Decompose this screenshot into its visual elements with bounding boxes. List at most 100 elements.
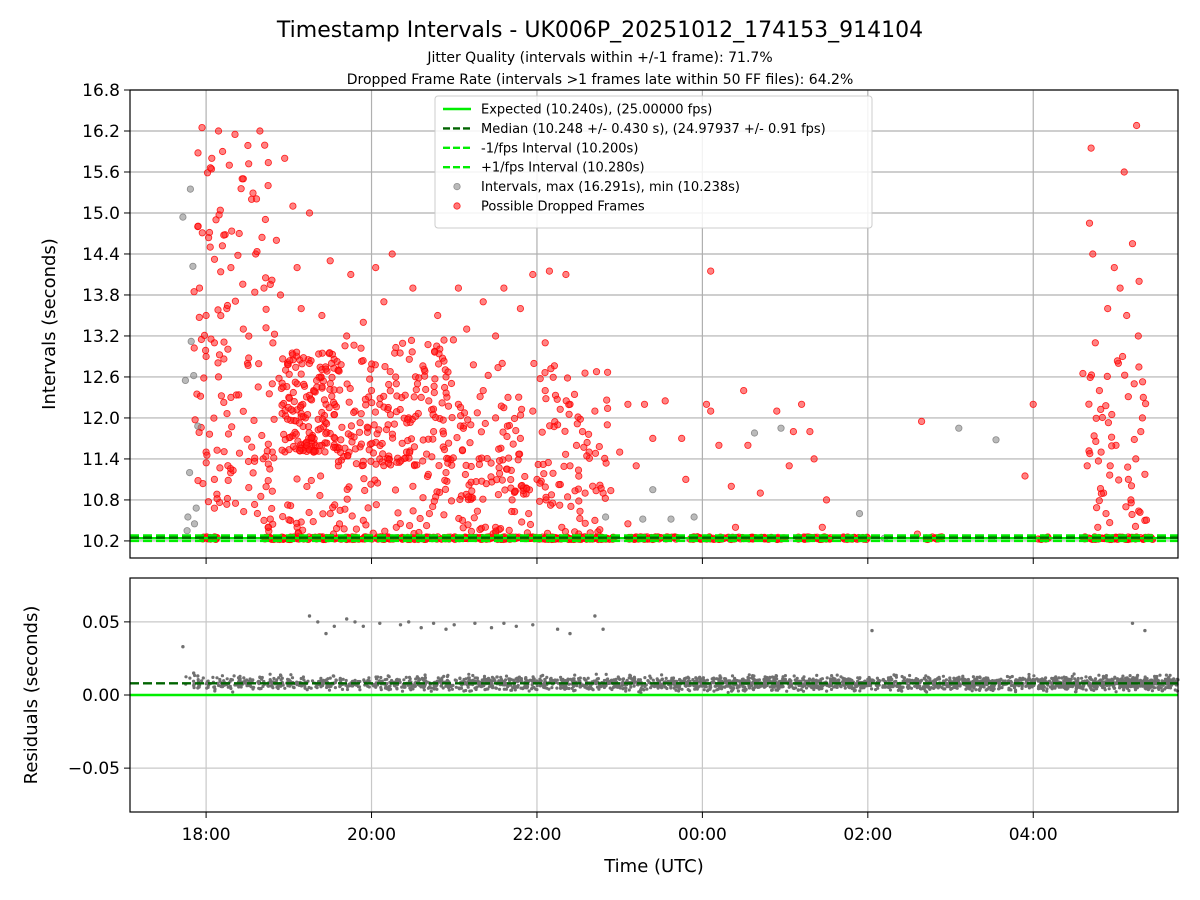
residual-point [321, 682, 325, 686]
dropped-frame-point [449, 336, 457, 344]
residual-point [309, 686, 313, 690]
dropped-frame-point [195, 428, 203, 436]
dropped-frame-point [707, 267, 715, 275]
residual-point [1010, 674, 1014, 679]
interval-point [190, 520, 199, 528]
residual-point [1158, 673, 1162, 677]
residual-point [838, 684, 842, 688]
dropped-frame-point [322, 419, 331, 428]
dropped-frame-point [290, 397, 298, 406]
dropped-frame-point [409, 284, 417, 292]
dropped-frame-point [541, 483, 549, 491]
residual-point [695, 678, 699, 682]
dropped-frame-point [336, 448, 345, 457]
dropped-frame-point [1130, 380, 1138, 388]
dropped-frame-point [1124, 463, 1132, 471]
dropped-frame-point [305, 209, 314, 217]
residual-point [723, 685, 727, 689]
dropped-frame-point [361, 486, 369, 495]
interval-point [667, 515, 675, 523]
dropped-frame-point [284, 501, 292, 509]
dropped-frame-point [603, 421, 611, 429]
dropped-frame-point [245, 354, 253, 362]
dropped-frame-point [235, 229, 243, 238]
dropped-frame-point [1089, 250, 1097, 258]
residual-point [541, 673, 545, 678]
residual-point [229, 686, 233, 691]
dropped-frame-point [336, 386, 344, 394]
dropped-frame-point [529, 407, 537, 415]
residual-point [559, 675, 563, 679]
residual-point [917, 685, 922, 689]
dropped-frame-point [516, 411, 525, 419]
dropped-frame-point [561, 427, 569, 435]
residual-point [485, 687, 489, 691]
interval-point [181, 376, 189, 384]
dropped-frame-point [355, 428, 364, 436]
dropped-frame-point [504, 393, 512, 401]
interval-point [955, 424, 963, 432]
interval-point [192, 504, 200, 512]
residual-point [829, 687, 834, 692]
legend: Expected (10.240s), (25.00000 fps) Median… [434, 95, 873, 229]
residual-outlier-point [192, 671, 196, 675]
dropped-frame-point [385, 380, 393, 389]
dropped-frame-point [328, 392, 336, 400]
dropped-frame-point [253, 509, 261, 518]
dropped-frame-point [581, 369, 589, 377]
dropped-frame-point [264, 523, 272, 531]
dropped-frame-point [362, 401, 370, 409]
dropped-frame-point [492, 476, 501, 484]
interval-point [690, 513, 698, 521]
residual-point [567, 686, 571, 691]
residual-point [718, 676, 722, 680]
residual-point [633, 677, 637, 681]
dropped-frame-point [1108, 442, 1116, 450]
dropped-frame-point [435, 461, 443, 470]
dropped-frame-point [194, 476, 202, 485]
residual-point [1164, 673, 1168, 677]
dropped-frame-point [210, 475, 218, 483]
residual-point [931, 682, 936, 686]
residual-point [651, 678, 655, 682]
residual-point [874, 688, 878, 692]
dropped-frame-point [356, 419, 364, 427]
dropped-frame-point [1098, 413, 1107, 422]
residual-point [1050, 687, 1054, 691]
dropped-frame-point [454, 284, 462, 292]
residual-point [201, 676, 205, 680]
dropped-frame-point [477, 428, 485, 436]
residual-point [1040, 677, 1044, 681]
residual-point [672, 686, 676, 690]
dropped-frame-point [279, 355, 287, 363]
residual-point [302, 678, 306, 682]
dropped-frame-point [251, 457, 259, 465]
dropped-frame-point [379, 450, 387, 458]
residual-point [467, 672, 471, 676]
residual-point [608, 686, 612, 690]
residual-point [325, 685, 329, 690]
x-tick-label: 20:00 [347, 825, 396, 845]
residual-point [1057, 676, 1061, 680]
residual-point [624, 689, 628, 693]
residual-point [888, 677, 892, 681]
residual-point [1070, 674, 1074, 679]
dropped-frame-point [1121, 371, 1129, 379]
residual-point [1122, 688, 1126, 692]
residual-point [268, 672, 272, 676]
residual-point [695, 685, 700, 689]
dropped-frame-point [448, 413, 456, 422]
dropped-frame-point [268, 380, 276, 388]
residual-point [975, 675, 979, 679]
residual-point [1062, 675, 1066, 679]
dropped-frame-point [1086, 449, 1094, 458]
residual-point [1005, 674, 1010, 679]
residual-point [1073, 677, 1077, 681]
dropped-frame-point [394, 509, 402, 517]
dropped-frame-point [481, 419, 489, 428]
dropped-frame-point [378, 439, 386, 448]
dropped-frame-point [335, 367, 343, 375]
residual-point [249, 685, 253, 689]
residual-point [577, 677, 581, 681]
dropped-frame-point [325, 349, 334, 357]
